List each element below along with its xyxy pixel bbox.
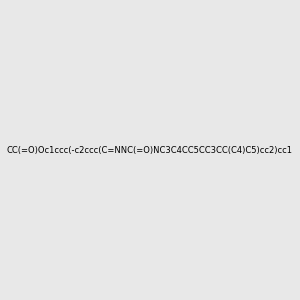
Text: CC(=O)Oc1ccc(-c2ccc(C=NNC(=O)NC3C4CC5CC3CC(C4)C5)cc2)cc1: CC(=O)Oc1ccc(-c2ccc(C=NNC(=O)NC3C4CC5CC3… [7, 146, 293, 154]
